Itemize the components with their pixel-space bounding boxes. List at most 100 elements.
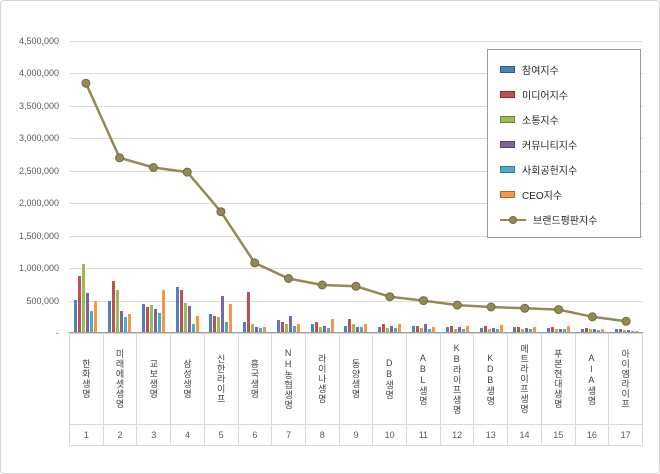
bar: [622, 330, 626, 332]
bar-group: [305, 41, 339, 332]
bar: [78, 276, 82, 332]
bar: [596, 330, 600, 332]
legend: 참여지수 미디어지수 소통지수 커뮤니티지수 사회공헌지수 CEO지수 브랜드평판지수: [487, 49, 641, 238]
legend-item: 참여지수: [488, 57, 640, 82]
bar: [263, 326, 267, 332]
bar: [352, 324, 356, 332]
bar-group: [238, 41, 272, 332]
bar: [280, 322, 284, 332]
category-number: 6: [237, 424, 273, 446]
line-marker: [317, 280, 327, 290]
bar: [588, 329, 592, 332]
category-number: 2: [102, 424, 138, 446]
bar: [555, 329, 559, 332]
legend-bar-swatch-icon: [500, 191, 515, 198]
y-tick-label: 1,000,000: [18, 263, 59, 274]
y-tick-label: 4,500,000: [18, 36, 59, 46]
bar: [310, 324, 314, 332]
bar-group: [339, 41, 373, 332]
bar-group: [373, 41, 407, 332]
bar: [445, 326, 449, 332]
category-label: AIA생명: [574, 333, 610, 425]
category-label: 라이나생명: [304, 333, 340, 425]
bar: [412, 326, 416, 332]
bar-group: [407, 41, 441, 332]
bar: [314, 322, 318, 332]
legend-item: 미디어지수: [488, 82, 640, 107]
bar: [499, 324, 503, 332]
line-marker: [216, 207, 226, 217]
bar: [213, 315, 217, 332]
bar: [284, 324, 288, 332]
y-tick-label: -: [56, 328, 59, 338]
category-label: 푸본현대생명: [540, 333, 576, 425]
legend-item: 커뮤니티지수: [488, 132, 640, 157]
bar: [330, 319, 334, 332]
gridline: [69, 300, 643, 302]
line-marker: [81, 78, 91, 88]
bar: [116, 289, 120, 332]
bar: [432, 326, 436, 332]
bar: [179, 289, 183, 332]
category-number-row: 1 2 3 4 5 6 7 8 9 10 11 12 13 14 15 16 17: [69, 424, 643, 446]
category-label: 흥국생명: [237, 333, 273, 425]
line-marker: [486, 302, 496, 312]
category-label: ABL생명: [406, 333, 441, 425]
bar: [618, 328, 622, 332]
category-label: 미래에셋생명: [102, 333, 138, 425]
plot-area: [69, 41, 643, 333]
gridline: [69, 170, 643, 172]
legend-label: CEO지수: [522, 191, 563, 202]
line-marker: [419, 296, 428, 306]
legend-item: 소통지수: [488, 107, 640, 132]
category-label: KB라이프생명: [439, 333, 475, 425]
legend-marker-dot-icon: [509, 215, 517, 224]
category-number: 11: [406, 424, 441, 446]
gridline: [69, 73, 643, 75]
bar: [533, 326, 537, 332]
bar: [416, 325, 420, 332]
bar-group: [474, 41, 508, 332]
bar: [461, 328, 465, 332]
bar-group: [170, 41, 204, 332]
category-number: 16: [574, 424, 610, 446]
bar: [191, 323, 195, 332]
bar: [90, 310, 94, 332]
bar: [483, 326, 487, 332]
category-label: 삼성생명: [170, 333, 205, 425]
category-label-row: 한화생명 미래에셋생명 교보생명 삼성생명 신한라이프 흥국생명 NH농협생명 라이나생명 동양…: [69, 333, 643, 425]
bar: [153, 309, 157, 332]
y-tick-label: 3,000,000: [18, 133, 59, 144]
bar: [449, 326, 453, 332]
bar: [626, 330, 630, 332]
bar-group: [137, 41, 171, 332]
bar-group: [103, 41, 137, 332]
bar: [630, 330, 634, 332]
bar: [149, 304, 153, 332]
bar-group: [542, 41, 576, 332]
category-number: 12: [439, 424, 475, 446]
bar: [108, 300, 112, 332]
bar: [86, 293, 90, 332]
legend-item: CEO지수: [488, 182, 640, 207]
bar: [356, 326, 360, 332]
trend-line-layer: [81, 78, 631, 326]
bar: [428, 328, 432, 332]
bar: [382, 324, 386, 332]
bar-group: [69, 41, 103, 332]
category-label: 교보생명: [136, 333, 172, 425]
y-tick-label: 2,000,000: [18, 198, 59, 209]
category-number: 1: [69, 424, 104, 446]
bar-group: [204, 41, 238, 332]
y-tick-label: 500,000: [26, 295, 59, 306]
category-number: 10: [372, 424, 408, 446]
bar: [453, 328, 457, 332]
legend-bar-swatch-icon: [500, 116, 515, 123]
bar: [378, 326, 382, 332]
bar-group: [609, 41, 643, 332]
gridline: [69, 41, 643, 42]
category-label: 아이엠라이프: [608, 333, 643, 425]
bar: [529, 329, 533, 332]
bar: [386, 328, 390, 332]
